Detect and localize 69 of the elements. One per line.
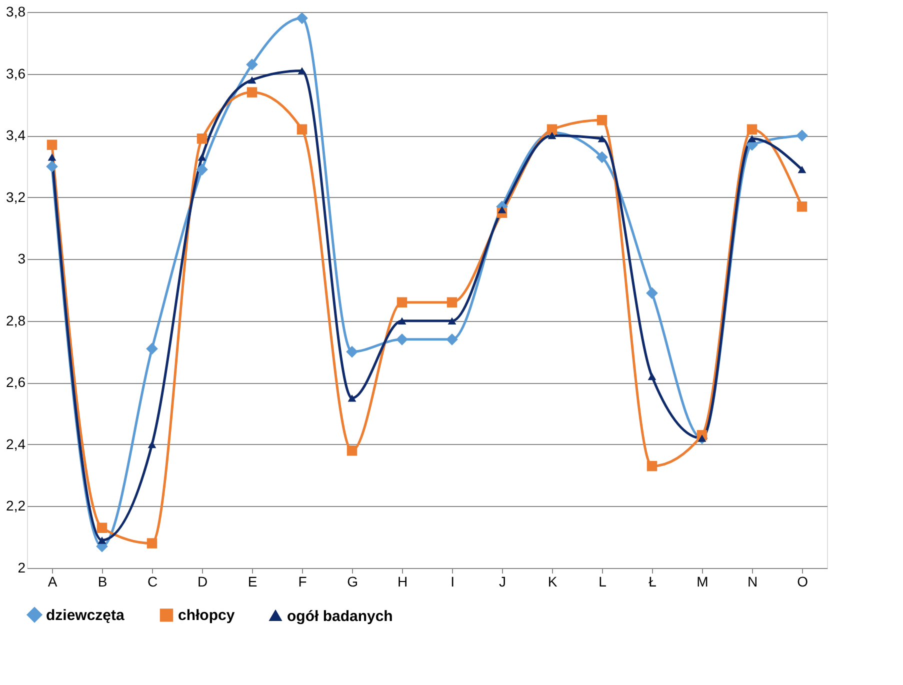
point (446, 297, 458, 308)
x-tick-label: Ł (648, 574, 657, 590)
point (198, 154, 206, 161)
point (646, 287, 658, 300)
legend-label: ogół badanych (287, 608, 393, 625)
point (196, 134, 208, 144)
x-tick-label: G (347, 574, 358, 590)
y-tick-label: 2,2 (6, 498, 26, 514)
point (248, 76, 256, 84)
x-tick-label: A (48, 574, 58, 590)
x-tick-label: N (747, 574, 758, 590)
point (648, 372, 656, 380)
point (48, 154, 56, 161)
point (296, 12, 308, 24)
x-tick-label: J (499, 574, 506, 590)
y-tick-label: 3,4 (6, 127, 26, 144)
point (96, 522, 108, 533)
y-tick-label: 3 (18, 250, 26, 267)
x-tick-label: K (548, 574, 558, 590)
point (246, 58, 258, 70)
y-tick-label: 2,4 (6, 436, 26, 452)
legend-label: dziewczęta (46, 606, 126, 624)
point (46, 160, 58, 172)
point (448, 317, 456, 325)
x-tick-label: E (248, 574, 258, 590)
point (596, 151, 608, 164)
x-tick-label: B (98, 574, 108, 590)
point (348, 394, 356, 402)
point (396, 297, 408, 308)
point (546, 124, 558, 134)
point (146, 538, 158, 548)
point (548, 132, 556, 140)
y-tick-label: 3,2 (6, 188, 26, 205)
point (148, 440, 156, 448)
point (498, 206, 506, 214)
point (296, 124, 308, 134)
point (146, 342, 158, 355)
point (398, 317, 406, 325)
x-tick-label: I (450, 574, 454, 590)
point (746, 124, 758, 134)
x-tick-label: L (598, 574, 607, 590)
x-tick-label: O (797, 574, 808, 590)
point (748, 135, 756, 142)
y-tick-label: 2,6 (6, 374, 26, 390)
point (798, 166, 806, 174)
point (98, 536, 106, 544)
y-tick-label: 2 (18, 560, 26, 576)
x-tick-label: M (696, 574, 708, 590)
point (298, 67, 306, 74)
point (346, 446, 358, 456)
x-tick-label: F (298, 574, 307, 590)
legend-label: chłopcy (178, 607, 236, 624)
point (446, 334, 458, 346)
x-tick-label: D (197, 574, 208, 590)
point (646, 460, 658, 472)
point (246, 87, 258, 98)
point (46, 140, 58, 150)
x-tick-label: H (397, 574, 408, 590)
point (796, 130, 808, 142)
point (196, 164, 208, 176)
point (596, 114, 608, 126)
x-tick-label: C (147, 574, 158, 590)
y-tick-label: 2,8 (6, 312, 26, 328)
point (796, 201, 808, 212)
point (396, 334, 408, 346)
point (698, 434, 706, 442)
y-tick-label: 3,6 (6, 65, 26, 82)
y-tick-label: 3,8 (6, 4, 26, 20)
point (346, 346, 358, 358)
